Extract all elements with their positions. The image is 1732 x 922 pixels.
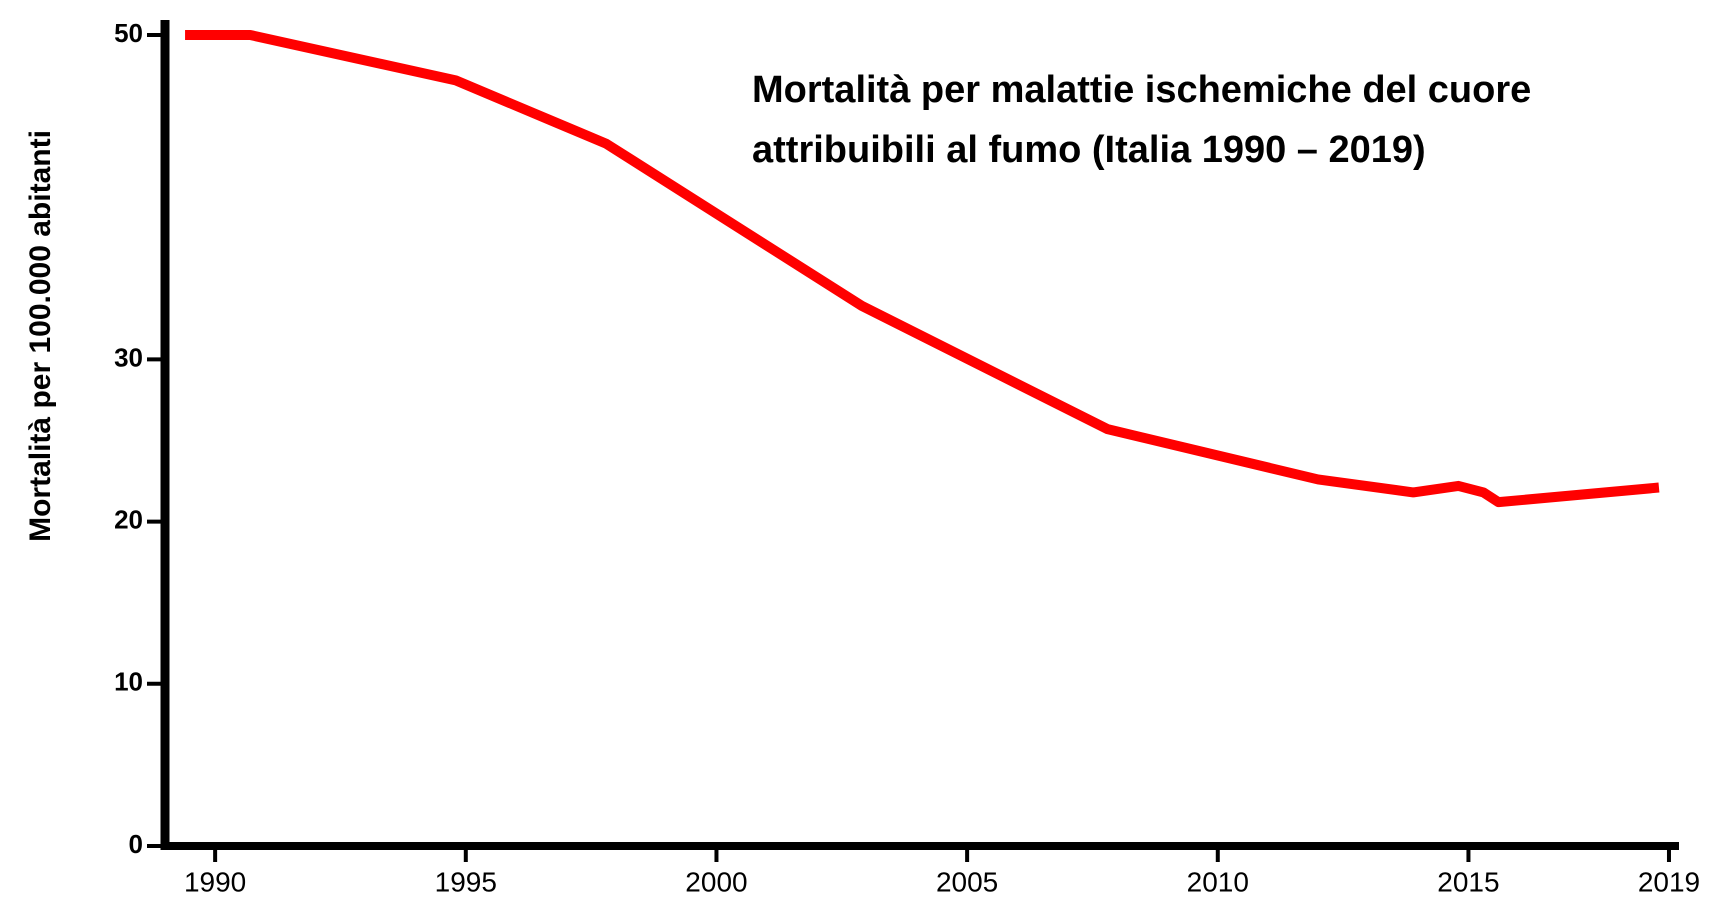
- y-axis-label: Mortalità per 100.000 abitanti: [24, 130, 57, 542]
- x-tick-label: 2005: [936, 866, 998, 897]
- y-tick-label: 20: [114, 504, 143, 534]
- y-tick-label: 10: [114, 667, 143, 697]
- chart-title: Mortalità per malattie ischemiche del cu…: [752, 69, 1531, 111]
- y-tick-label: 30: [114, 342, 143, 372]
- x-tick-label: 2015: [1437, 866, 1499, 897]
- y-tick-label: 0: [129, 829, 143, 859]
- x-tick-label: 2010: [1187, 866, 1249, 897]
- x-tick-label: 2019: [1638, 866, 1700, 897]
- x-tick-label: 2000: [685, 866, 747, 897]
- chart-title: attribuibili al fumo (Italia 1990 – 2019…: [752, 129, 1426, 171]
- data-line: [185, 30, 1660, 508]
- x-tick-label: 1995: [435, 866, 497, 897]
- x-tick-label: 1990: [184, 866, 246, 897]
- y-tick-label: 50: [114, 18, 143, 48]
